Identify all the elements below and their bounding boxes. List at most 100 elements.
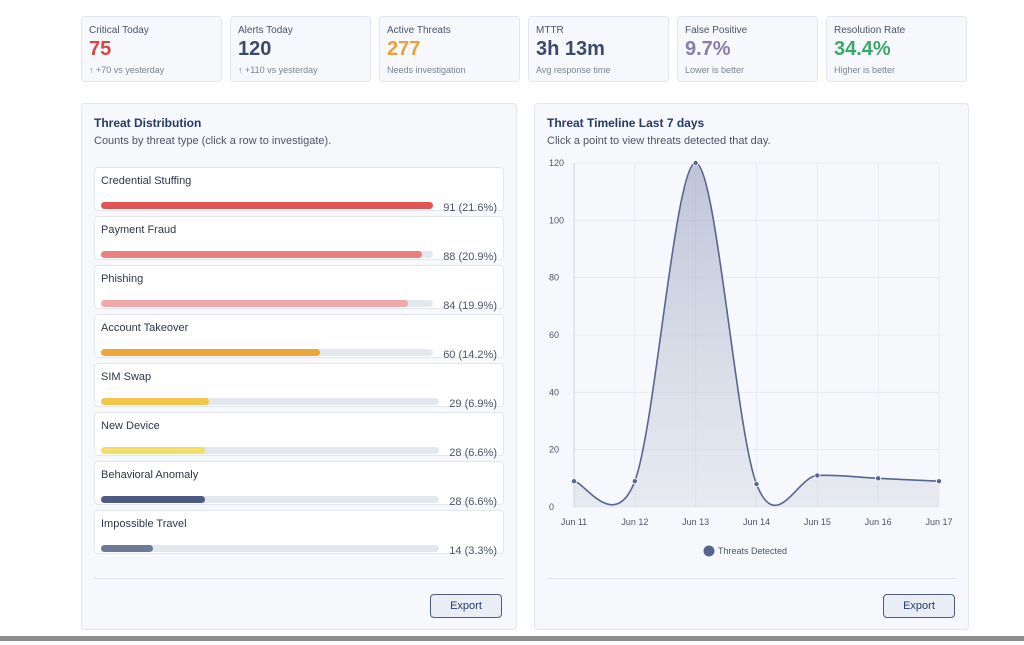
row-name: Phishing (101, 273, 144, 285)
bar-line: 91 (21.6%) (101, 196, 497, 214)
y-tick-label: 20 (549, 445, 559, 455)
panel-title: Threat Distribution (94, 116, 202, 130)
x-tick-label: Jun 12 (621, 517, 648, 527)
x-tick-label: Jun 17 (925, 517, 952, 527)
y-tick-label: 0 (549, 502, 554, 512)
kpi-card: MTTR 3h 13m Avg response time (528, 16, 669, 82)
x-tick-label: Jun 13 (682, 517, 709, 527)
bar-line: 28 (6.6%) (101, 441, 497, 459)
point[interactable] (692, 160, 699, 167)
kpi-value: 75 (89, 38, 112, 60)
kpi-value: 120 (238, 38, 272, 60)
row-name: Payment Fraud (101, 224, 177, 236)
bar-track (101, 397, 440, 405)
threat-row[interactable]: Account Takeover 60 (14.2%) (94, 314, 504, 361)
bar-track (101, 348, 434, 356)
export-button[interactable]: Export (883, 594, 955, 618)
x-tick-label: Jun 15 (804, 517, 831, 527)
threat-row[interactable]: Payment Fraud 88 (20.9%) (94, 216, 504, 263)
bar (101, 201, 434, 209)
kpi-card: Alerts Today 120 ↑ +110 vs yesterday (230, 16, 371, 82)
kpi-label: Resolution Rate (834, 25, 906, 36)
x-tick-label: Jun 16 (865, 517, 892, 527)
threat-row[interactable]: New Device 28 (6.6%) (94, 412, 504, 459)
point[interactable] (935, 478, 942, 485)
kpi-value: 9.7% (685, 38, 731, 60)
x-tick-label: Jun 11 (561, 517, 587, 527)
value-label: 84 (19.9%) (443, 300, 497, 312)
bar-line: 84 (19.9%) (101, 294, 497, 312)
bar (101, 397, 209, 405)
area (574, 162, 939, 507)
point[interactable] (753, 481, 760, 488)
kpi-note: Needs investigation (387, 65, 466, 75)
y-tick-label: 40 (549, 387, 559, 397)
point[interactable] (571, 478, 578, 485)
kpi-label: False Positive (685, 25, 748, 36)
kpi-label: Alerts Today (238, 25, 293, 36)
bar-track (101, 250, 434, 258)
bar (101, 446, 206, 454)
threat-row[interactable]: Credential Stuffing 91 (21.6%) (94, 167, 504, 214)
point[interactable] (631, 478, 638, 485)
kpi-note: ↑ +70 vs yesterday (89, 65, 165, 75)
row-name: New Device (101, 420, 160, 432)
kpi-value: 34.4% (834, 38, 891, 60)
bar (101, 544, 154, 552)
x-tick-label: Jun 14 (743, 517, 770, 527)
distribution-panel: Threat Distribution Counts by threat typ… (81, 103, 517, 630)
row-name: SIM Swap (101, 371, 152, 383)
bar (101, 495, 206, 503)
threat-row[interactable]: Phishing 84 (19.9%) (94, 265, 504, 312)
kpi-card: Resolution Rate 34.4% Higher is better (826, 16, 967, 82)
row-name: Impossible Travel (101, 518, 187, 530)
row-name: Credential Stuffing (101, 175, 192, 187)
value-label: 28 (6.6%) (449, 447, 497, 459)
threat-row[interactable]: Behavioral Anomaly 28 (6.6%) (94, 461, 504, 508)
kpi-card: Critical Today 75 ↑ +70 vs yesterday (81, 16, 222, 82)
y-tick-label: 100 (549, 215, 564, 225)
bar-line: 29 (6.9%) (101, 392, 497, 410)
bar-line: 88 (20.9%) (101, 245, 497, 263)
bar-track (101, 544, 440, 552)
divider (547, 578, 956, 579)
point[interactable] (814, 472, 821, 479)
panel-subtitle: Counts by threat type (click a row to in… (94, 135, 332, 147)
row-name: Account Takeover (101, 322, 189, 334)
bar-track (101, 201, 434, 209)
legend-label: Threats Detected (718, 546, 787, 556)
row-name: Behavioral Anomaly (101, 469, 199, 481)
value-label: 29 (6.9%) (449, 398, 497, 410)
legend-swatch (703, 545, 715, 557)
value-label: 88 (20.9%) (443, 251, 497, 263)
kpi-note: ↑ +110 vs yesterday (238, 65, 318, 75)
threat-row[interactable]: SIM Swap 29 (6.9%) (94, 363, 504, 410)
kpi-note: Avg response time (536, 65, 611, 75)
kpi-note: Higher is better (834, 65, 896, 75)
bar-line: 14 (3.3%) (101, 539, 497, 557)
point[interactable] (875, 475, 882, 482)
value-label: 28 (6.6%) (449, 496, 497, 508)
bar-track (101, 495, 440, 503)
export-button[interactable]: Export (430, 594, 502, 618)
bar-track (101, 446, 440, 454)
chart: 0 20 40 60 80 100 120 Jun 11 Jun 12 Jun 13 Jun 14 J… (549, 158, 953, 557)
value-label: 91 (21.6%) (443, 202, 497, 214)
timeline-panel: Threat Timeline Last 7 days Click a poin… (534, 103, 969, 630)
kpi-card: False Positive 9.7% Lower is better (677, 16, 818, 82)
bar (101, 348, 321, 356)
value-label: 14 (3.3%) (449, 545, 497, 557)
divider (94, 578, 504, 579)
kpi-label: MTTR (536, 25, 564, 36)
panel-title: Threat Timeline Last 7 days (547, 116, 705, 130)
bar (101, 250, 423, 258)
y-tick-label: 60 (549, 330, 559, 340)
kpi-card: Active Threats 277 Needs investigation (379, 16, 520, 82)
y-tick-label: 120 (549, 158, 564, 168)
bar (101, 299, 408, 307)
bar-line: 28 (6.6%) (101, 490, 497, 508)
kpi-note: Lower is better (685, 65, 745, 75)
threat-row[interactable]: Impossible Travel 14 (3.3%) (94, 510, 504, 557)
bar-track (101, 299, 434, 307)
